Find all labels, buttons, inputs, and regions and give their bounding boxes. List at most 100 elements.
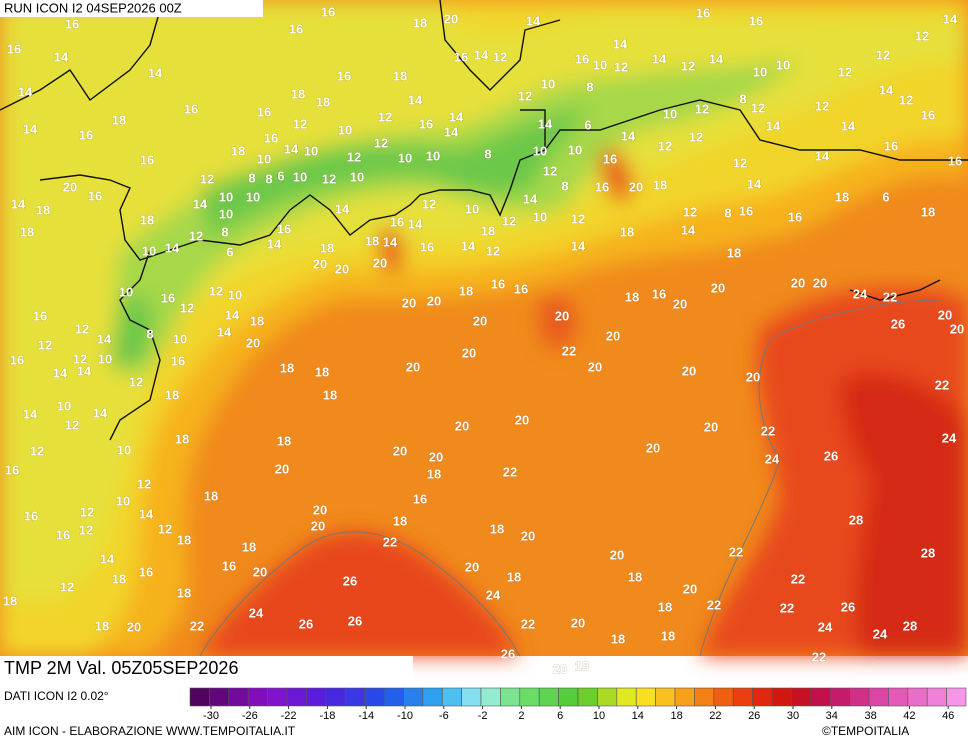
temperature-label: 14 <box>267 236 282 251</box>
temperature-label: 16 <box>491 276 505 291</box>
legend-swatch <box>674 687 695 707</box>
temperature-label: 18 <box>490 521 504 536</box>
temperature-label: 18 <box>620 224 634 239</box>
temperature-label: 14 <box>139 506 154 521</box>
legend-tick-label: -2 <box>478 710 488 722</box>
temperature-label: 10 <box>173 331 187 346</box>
legend-swatch <box>403 687 424 707</box>
temperature-label: 18 <box>459 283 473 298</box>
temperature-label: 20 <box>313 502 327 517</box>
legend-swatch <box>422 687 443 707</box>
temperature-label: 26 <box>891 316 905 331</box>
temperature-label: 18 <box>112 112 126 127</box>
legend-swatch <box>189 687 210 707</box>
temperature-label: 8 <box>146 326 153 341</box>
temperature-label: 10 <box>398 150 412 165</box>
temperature-label: 16 <box>161 290 175 305</box>
temperature-label: 20 <box>462 345 476 360</box>
temperature-label: 26 <box>841 599 855 614</box>
temperature-label: 20 <box>402 295 416 310</box>
temperature-label: 14 <box>766 118 781 133</box>
temperature-label: 12 <box>838 64 852 79</box>
temperature-label: 16 <box>5 462 19 477</box>
temperature-label: 26 <box>501 646 515 661</box>
temperature-label: 16 <box>277 221 291 236</box>
temperature-label: 12 <box>422 196 436 211</box>
legend-swatch <box>791 687 812 707</box>
legend-tick-label: -30 <box>203 710 219 722</box>
temperature-label: 18 <box>250 313 264 328</box>
temperature-label: 12 <box>378 109 392 124</box>
temperature-label: 18 <box>36 202 50 217</box>
temperature-label: 10 <box>533 143 547 158</box>
temperature-label: 12 <box>158 521 172 536</box>
temperature-label: 14 <box>77 363 92 378</box>
legend-swatch <box>597 687 618 707</box>
temperature-label: 12 <box>75 321 89 336</box>
temperature-label: 16 <box>24 508 38 523</box>
temperature-label: 18 <box>316 94 330 109</box>
temperature-label: 28 <box>849 512 863 527</box>
temperature-label: 22 <box>780 600 794 615</box>
temperature-label: 8 <box>739 91 746 106</box>
temperature-label: 12 <box>65 417 79 432</box>
temperature-label: 22 <box>935 377 949 392</box>
temperature-label: 10 <box>257 151 271 166</box>
temperature-label: 8 <box>586 79 593 94</box>
temperature-label: 14 <box>408 92 423 107</box>
temperature-label: 10 <box>219 206 233 221</box>
temperature-label: 18 <box>653 177 667 192</box>
temperature-label: 10 <box>142 243 156 258</box>
legend-tick-label: -6 <box>439 710 449 722</box>
temperature-label: 20 <box>335 261 349 276</box>
temperature-label: 18 <box>175 431 189 446</box>
temperature-label: 14 <box>815 148 830 163</box>
temperature-label: 26 <box>343 573 357 588</box>
legend-swatch <box>286 687 307 707</box>
legend-swatch <box>325 687 346 707</box>
temperature-label: 18 <box>575 658 589 673</box>
legend-tick-label: 42 <box>903 710 915 722</box>
legend-swatch <box>926 687 947 707</box>
temperature-label: 22 <box>707 597 721 612</box>
temperature-label: 18 <box>177 585 191 600</box>
temperature-label: 12 <box>60 579 74 594</box>
temperature-label: 20 <box>791 275 805 290</box>
temperature-label: 24 <box>249 605 264 620</box>
temperature-label: 12 <box>180 300 194 315</box>
temperature-label: 16 <box>749 13 763 28</box>
legend-swatch <box>655 687 676 707</box>
legend-swatch <box>771 687 792 707</box>
temperature-label: 16 <box>337 68 351 83</box>
temperature-label: 22 <box>190 618 204 633</box>
temperature-label: 14 <box>571 238 586 253</box>
temperature-label: 14 <box>523 191 538 206</box>
temperature-label: 16 <box>79 127 93 142</box>
temperature-label: 14 <box>148 65 163 80</box>
temperature-label: 10 <box>593 57 607 72</box>
temperature-label: 10 <box>753 64 767 79</box>
temperature-label: 20 <box>646 440 660 455</box>
temperature-label: 12 <box>129 374 143 389</box>
temperature-label: 18 <box>625 289 639 304</box>
temperature-label: 14 <box>709 51 724 66</box>
temperature-label: 20 <box>746 369 760 384</box>
temperature-label: 28 <box>921 545 935 560</box>
temperature-label: 10 <box>533 209 547 224</box>
temperature-label: 18 <box>3 593 17 608</box>
temperature-label: 14 <box>23 121 38 136</box>
temperature-label: 18 <box>658 599 672 614</box>
temperature-label: 20 <box>311 518 325 533</box>
temperature-label: 14 <box>284 141 299 156</box>
temperature-label: 22 <box>521 616 535 631</box>
temperature-label: 20 <box>515 412 529 427</box>
temperature-label: 8 <box>561 178 568 193</box>
temperature-label: 14 <box>747 176 762 191</box>
legend-tick-label: -18 <box>319 710 335 722</box>
temperature-label: 10 <box>304 143 318 158</box>
temperature-label: 12 <box>658 138 672 153</box>
temperature-label: 16 <box>390 214 404 229</box>
temperature-label: 20 <box>938 307 952 322</box>
temperature-label: 12 <box>80 504 94 519</box>
temperature-label: 16 <box>419 116 433 131</box>
